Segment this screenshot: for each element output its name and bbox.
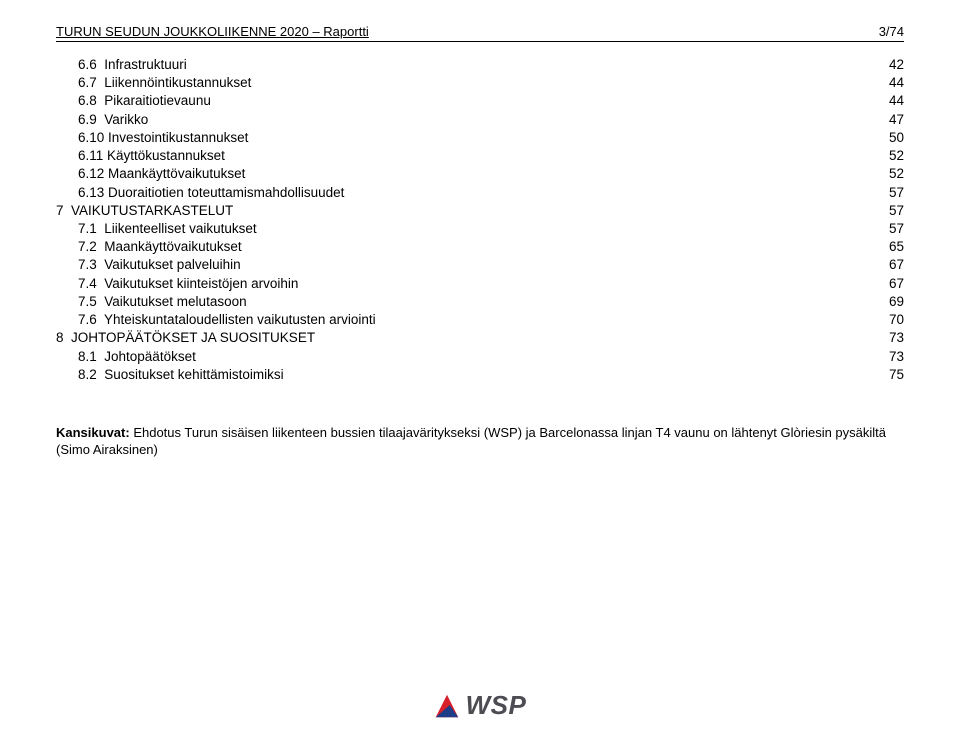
caption-lead: Kansikuvat:: [56, 425, 130, 440]
toc-row: 7.4 Vaikutukset kiinteistöjen arvoihin 67: [56, 275, 904, 293]
toc-label: 7.5 Vaikutukset melutasoon: [78, 293, 247, 311]
toc-label: 6.10 Investointikustannukset: [78, 129, 248, 147]
toc-row: 7.1 Liikenteelliset vaikutukset 57: [56, 220, 904, 238]
toc-row: 6.9 Varikko 47: [56, 111, 904, 129]
wsp-logo-icon: [434, 693, 460, 719]
toc-row: 7.3 Vaikutukset palveluihin 67: [56, 256, 904, 274]
wsp-logo-text: WSP: [466, 690, 527, 721]
toc-label: 8 JOHTOPÄÄTÖKSET JA SUOSITUKSET: [56, 329, 315, 347]
cover-caption: Kansikuvat: Ehdotus Turun sisäisen liike…: [56, 424, 904, 459]
toc-label: 7 VAIKUTUSTARKASTELUT: [56, 202, 233, 220]
toc-page: 50: [889, 129, 904, 147]
toc-page: 57: [889, 202, 904, 220]
table-of-contents: 6.6 Infrastruktuuri426.7 Liikennöintikus…: [56, 56, 904, 384]
toc-row: 6.7 Liikennöintikustannukset 44: [56, 74, 904, 92]
toc-row: 6.11 Käyttökustannukset 52: [56, 147, 904, 165]
header-title: TURUN SEUDUN JOUKKOLIIKENNE 2020 – Rapor…: [56, 24, 369, 39]
toc-page: 65: [889, 238, 904, 256]
toc-label: 7.2 Maankäyttövaikutukset: [78, 238, 242, 256]
toc-page: 42: [889, 56, 904, 74]
toc-row: 6.8 Pikaraitiotievaunu 44: [56, 92, 904, 110]
toc-page: 52: [889, 165, 904, 183]
toc-label: 6.6 Infrastruktuuri: [78, 56, 187, 74]
toc-page: 57: [889, 220, 904, 238]
toc-page: 44: [889, 74, 904, 92]
toc-page: 73: [889, 329, 904, 347]
toc-label: 7.1 Liikenteelliset vaikutukset: [78, 220, 257, 238]
toc-label: 7.3 Vaikutukset palveluihin: [78, 256, 241, 274]
toc-row: 7.2 Maankäyttövaikutukset 65: [56, 238, 904, 256]
toc-row: 6.13 Duoraitiotien toteuttamismahdollisu…: [56, 184, 904, 202]
toc-row: 7 VAIKUTUSTARKASTELUT 57: [56, 202, 904, 220]
toc-label: 6.11 Käyttökustannukset: [78, 147, 225, 165]
toc-label: 8.2 Suositukset kehittämistoimiksi: [78, 366, 284, 384]
toc-row: 7.5 Vaikutukset melutasoon 69: [56, 293, 904, 311]
toc-row: 6.12 Maankäyttövaikutukset 52: [56, 165, 904, 183]
caption-text: Ehdotus Turun sisäisen liikenteen bussie…: [56, 425, 886, 458]
toc-page: 73: [889, 348, 904, 366]
toc-label: 6.9 Varikko: [78, 111, 148, 129]
toc-label: 6.7 Liikennöintikustannukset: [78, 74, 251, 92]
page: TURUN SEUDUN JOUKKOLIIKENNE 2020 – Rapor…: [0, 0, 960, 739]
toc-row: 8.1 Johtopäätökset 73: [56, 348, 904, 366]
toc-page: 47: [889, 111, 904, 129]
toc-label: 7.4 Vaikutukset kiinteistöjen arvoihin: [78, 275, 298, 293]
page-number: 3/74: [879, 24, 904, 39]
toc-page: 75: [889, 366, 904, 384]
toc-row: 8.2 Suositukset kehittämistoimiksi 75: [56, 366, 904, 384]
toc-page: 70: [889, 311, 904, 329]
toc-page: 67: [889, 256, 904, 274]
toc-label: 6.13 Duoraitiotien toteuttamismahdollisu…: [78, 184, 344, 202]
toc-label: 8.1 Johtopäätökset: [78, 348, 196, 366]
toc-row: 7.6 Yhteiskuntataloudellisten vaikutuste…: [56, 311, 904, 329]
toc-row: 6.6 Infrastruktuuri 42: [56, 56, 904, 74]
toc-label: 6.8 Pikaraitiotievaunu: [78, 92, 211, 110]
toc-page: 69: [889, 293, 904, 311]
page-header: TURUN SEUDUN JOUKKOLIIKENNE 2020 – Rapor…: [56, 24, 904, 42]
toc-row: 6.10 Investointikustannukset 50: [56, 129, 904, 147]
toc-page: 52: [889, 147, 904, 165]
toc-row: 8 JOHTOPÄÄTÖKSET JA SUOSITUKSET 73: [56, 329, 904, 347]
toc-page: 67: [889, 275, 904, 293]
toc-label: 7.6 Yhteiskuntataloudellisten vaikutuste…: [78, 311, 376, 329]
footer-logo-area: WSP: [0, 690, 960, 721]
wsp-logo: WSP: [434, 690, 527, 721]
toc-page: 57: [889, 184, 904, 202]
toc-page: 44: [889, 92, 904, 110]
toc-label: 6.12 Maankäyttövaikutukset: [78, 165, 245, 183]
